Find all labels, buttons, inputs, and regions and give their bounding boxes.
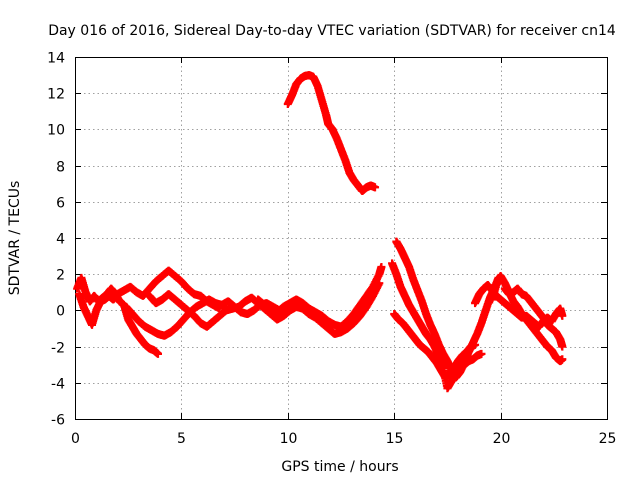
data-point: [377, 262, 386, 271]
x-tick-label: 15: [386, 431, 404, 447]
data-series: [73, 71, 567, 393]
y-tick-label: -4: [51, 377, 65, 393]
data-point: [471, 340, 480, 349]
y-tick-label: 12: [47, 87, 65, 103]
y-axis-label: SDTVAR / TECUs: [7, 181, 23, 296]
data-point: [558, 311, 567, 320]
y-tick-labels: 14 12 10 8 6 4 2 0 -2 -4 -6: [47, 51, 65, 429]
x-tick-label: 10: [280, 431, 298, 447]
y-tick-label: -2: [51, 341, 65, 357]
x-tick-label: 0: [71, 431, 80, 447]
data-point: [371, 183, 380, 192]
data-point: [153, 349, 162, 358]
y-tick-label: 10: [47, 123, 65, 139]
plot-frame: [75, 57, 608, 420]
series-upper-arc: [283, 71, 380, 195]
y-tick-label: 14: [47, 51, 65, 67]
y-tick-label: 2: [56, 268, 65, 284]
y-tick-label: 8: [56, 160, 65, 176]
y-tick-label: 0: [56, 304, 65, 320]
data-point: [477, 349, 486, 358]
y-tick-label: 4: [56, 232, 65, 248]
x-tick-labels: 0 5 10 15 20 25: [71, 431, 616, 447]
x-tick-label: 5: [177, 431, 186, 447]
y-tick-label: -6: [51, 413, 65, 429]
x-tick-label: 20: [493, 431, 511, 447]
grid-lines: [75, 57, 607, 419]
data-point: [558, 342, 567, 351]
y-tick-label: 6: [56, 196, 65, 212]
series-arc-11: [471, 281, 567, 331]
series-arc-8: [390, 310, 480, 382]
x-tick-label: 25: [599, 431, 617, 447]
series-arc-5: [254, 262, 386, 331]
data-point: [558, 355, 567, 364]
chart-title: Day 016 of 2016, Sidereal Day-to-day VTE…: [48, 23, 616, 39]
x-axis-label: GPS time / hours: [281, 459, 398, 475]
